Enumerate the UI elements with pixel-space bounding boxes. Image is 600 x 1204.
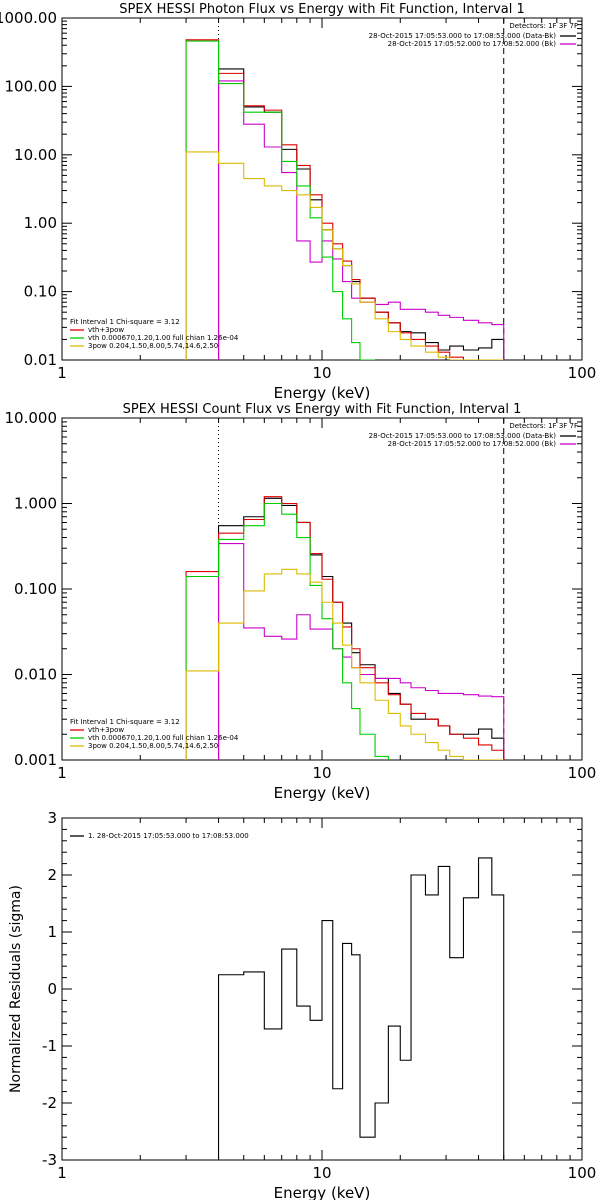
x-tick-label: 10 bbox=[312, 364, 331, 382]
y-tick-label: 1.000 bbox=[14, 495, 57, 513]
x-tick-label: 10 bbox=[312, 764, 331, 782]
series-bk bbox=[217, 80, 505, 360]
series-data-bk bbox=[217, 497, 505, 760]
count-flux-panel: 1 10 100 0.001 0.010 0.100 1.000 10.000 SPEX HES… bbox=[5, 402, 597, 802]
y-tick-label: 0.01 bbox=[24, 351, 57, 369]
y-tick-label: 0.10 bbox=[24, 283, 57, 301]
series-1-28-oct-2015-17-05-53-000-to-17-08-53-000 bbox=[217, 857, 505, 1160]
y-tick-label: 2 bbox=[47, 866, 57, 884]
legend-header: Fit Interval 1 Chi-square = 3.12 bbox=[70, 718, 180, 726]
series-group bbox=[185, 18, 505, 360]
series-group bbox=[217, 857, 505, 1160]
x-axis-label: Energy (keV) bbox=[274, 1184, 371, 1200]
legend-entry-label: 28-Oct-2015 17:05:52.000 to 17:08:52.000… bbox=[388, 40, 557, 48]
chart-title: SPEX HESSI Photon Flux vs Energy with Fi… bbox=[119, 2, 525, 17]
y-tick-label: 0 bbox=[47, 980, 57, 998]
y-tick-label: 1000.00 bbox=[0, 9, 57, 27]
y-tick-label: 0.100 bbox=[14, 580, 57, 598]
y-tick-label: 1.00 bbox=[24, 214, 57, 232]
x-tick-label: 100 bbox=[568, 764, 597, 782]
series-vth bbox=[185, 502, 389, 760]
series-bk bbox=[217, 543, 505, 760]
legend-entry-label: 28-Oct-2015 17:05:53.000 to 17:08:53.000… bbox=[369, 432, 557, 440]
legend-entry-label: 28-Oct-2015 17:05:53.000 to 17:08:53.000… bbox=[369, 32, 557, 40]
chart-title: SPEX HESSI Count Flux vs Energy with Fit… bbox=[123, 402, 522, 417]
x-tick-label: 10 bbox=[312, 1164, 331, 1182]
y-tick-label: -2 bbox=[42, 1094, 57, 1112]
series-3pow bbox=[185, 151, 504, 360]
legend-entry-label: vth+3pow bbox=[88, 326, 124, 334]
series-vth bbox=[185, 40, 376, 360]
legend-entry-label: 3pow 0.204,1.50,8.00,5.74,14.6,2.50 bbox=[88, 742, 218, 750]
legend-entry-label: vth 0.000670,1.20,1.00 full chian 1.26e-… bbox=[88, 334, 239, 342]
x-tick-label: 1 bbox=[57, 764, 67, 782]
series-vth-3pow bbox=[185, 39, 504, 360]
y-tick-label: 100.00 bbox=[5, 77, 58, 95]
legend-entry-label: 1. 28-Oct-2015 17:05:53.000 to 17:08:53.… bbox=[88, 832, 249, 840]
y-tick-label: 3 bbox=[47, 809, 57, 827]
y-tick-label: -1 bbox=[42, 1037, 57, 1055]
x-axis-label: Energy (keV) bbox=[274, 784, 371, 802]
series-vth-3pow bbox=[185, 496, 505, 760]
x-tick-label: 100 bbox=[568, 1164, 597, 1182]
legend-header: Detectors: 1F 3F 7F bbox=[509, 422, 578, 430]
x-tick-label: 1 bbox=[57, 1164, 67, 1182]
series-3pow bbox=[185, 568, 504, 760]
x-tick-label: 1 bbox=[57, 364, 67, 382]
y-tick-label: 10.000 bbox=[5, 409, 58, 427]
y-tick-label: -3 bbox=[42, 1151, 57, 1169]
legend-entry-label: vth+3pow bbox=[88, 726, 124, 734]
legend-entry-label: 28-Oct-2015 17:05:52.000 to 17:08:52.000… bbox=[388, 440, 557, 448]
legend-entry-label: 3pow 0.204,1.50,8.00,5.74,14.6,2.50 bbox=[88, 342, 218, 350]
y-tick-label: 0.010 bbox=[14, 666, 57, 684]
series-group bbox=[185, 418, 505, 760]
residuals-panel: 1 10 100 -3 -2 -1 0 1 2 3 Energy (keV) Normalized R… bbox=[8, 809, 597, 1202]
y-tick-label: 0.001 bbox=[14, 751, 57, 769]
legend-entry-label: vth 0.000670,1.20,1.00 full chian 1.26e-… bbox=[88, 734, 239, 742]
photon-flux-panel: 1 10 100 0.01 0.10 1.00 10.00 100.00 1000.00 SPEX… bbox=[0, 2, 596, 402]
legend-header: Detectors: 1F 3F 7F bbox=[509, 22, 578, 30]
x-tick-label: 100 bbox=[568, 364, 597, 382]
y-tick-label: 10.00 bbox=[14, 146, 57, 164]
y-axis-label: Normalized Residuals (sigma) bbox=[8, 885, 24, 1093]
x-axis-label: Energy (keV) bbox=[274, 384, 371, 402]
legend-header: Fit Interval 1 Chi-square = 3.12 bbox=[70, 318, 180, 326]
y-tick-label: 1 bbox=[47, 923, 57, 941]
